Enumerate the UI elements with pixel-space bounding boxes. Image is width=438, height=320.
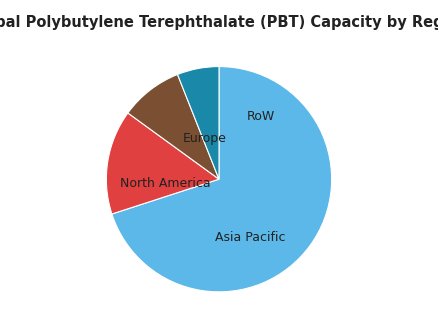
Wedge shape xyxy=(106,113,219,214)
Wedge shape xyxy=(177,67,219,179)
Wedge shape xyxy=(128,75,219,179)
Text: North America: North America xyxy=(120,177,210,190)
Title: Global Polybutylene Terephthalate (PBT) Capacity by Region: Global Polybutylene Terephthalate (PBT) … xyxy=(0,15,438,30)
Wedge shape xyxy=(112,67,332,292)
Text: RoW: RoW xyxy=(247,110,276,123)
Text: Asia Pacific: Asia Pacific xyxy=(215,231,286,244)
Text: Europe: Europe xyxy=(182,132,226,145)
